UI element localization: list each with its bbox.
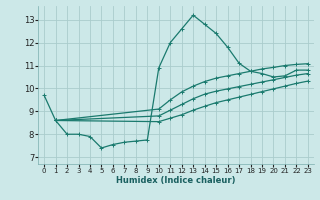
X-axis label: Humidex (Indice chaleur): Humidex (Indice chaleur): [116, 176, 236, 185]
